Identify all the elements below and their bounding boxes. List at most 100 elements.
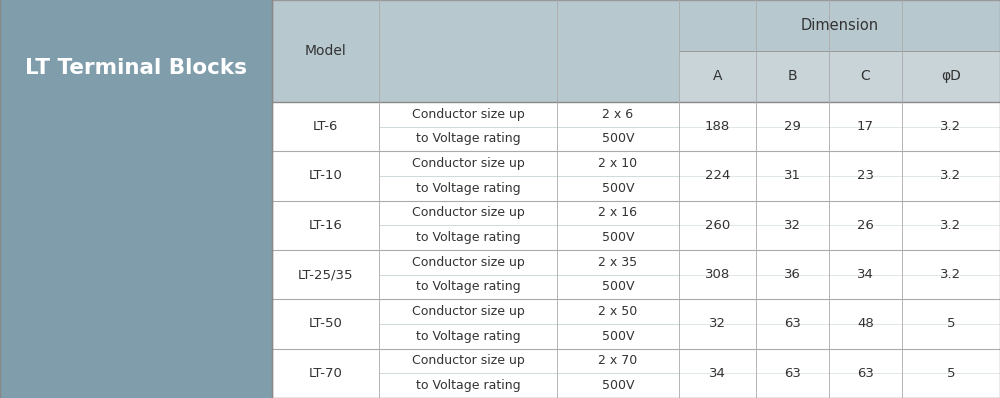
Bar: [756, 102, 829, 151]
Text: 188: 188: [705, 120, 730, 133]
Bar: [902, 250, 1000, 299]
Text: 3.2: 3.2: [940, 120, 962, 133]
Bar: [829, 102, 902, 151]
Bar: [679, 299, 756, 349]
Text: B: B: [788, 69, 797, 84]
Bar: [679, 102, 756, 151]
Text: 2 x 16: 2 x 16: [598, 207, 637, 219]
Bar: [379, 250, 557, 299]
Bar: [902, 151, 1000, 201]
Bar: [272, 299, 379, 349]
Bar: [829, 51, 902, 102]
Text: 500V: 500V: [602, 281, 634, 293]
Text: to Voltage rating: to Voltage rating: [416, 281, 520, 293]
Bar: [829, 151, 902, 201]
Text: 500V: 500V: [602, 379, 634, 392]
Bar: [557, 349, 679, 398]
Text: 48: 48: [857, 318, 874, 330]
Text: 26: 26: [857, 219, 874, 232]
Text: 31: 31: [784, 170, 801, 182]
Text: 63: 63: [784, 367, 801, 380]
Bar: [829, 349, 902, 398]
Bar: [379, 201, 557, 250]
Text: LT Terminal Blocks: LT Terminal Blocks: [25, 58, 247, 78]
Bar: [557, 151, 679, 201]
Bar: [902, 299, 1000, 349]
Text: LT-16: LT-16: [309, 219, 342, 232]
Bar: [679, 201, 756, 250]
Text: 63: 63: [784, 318, 801, 330]
Text: 23: 23: [857, 170, 874, 182]
Text: Conductor size up: Conductor size up: [412, 207, 524, 219]
Bar: [679, 151, 756, 201]
Text: 2 x 6: 2 x 6: [602, 108, 634, 121]
Text: to Voltage rating: to Voltage rating: [416, 133, 520, 145]
Bar: [272, 201, 379, 250]
Bar: [272, 250, 379, 299]
Bar: [679, 349, 756, 398]
Bar: [272, 102, 379, 151]
Text: 32: 32: [709, 318, 726, 330]
Bar: [829, 250, 902, 299]
Bar: [902, 51, 1000, 102]
Text: 29: 29: [784, 120, 801, 133]
Text: 5: 5: [947, 367, 955, 380]
Bar: [902, 201, 1000, 250]
Bar: [379, 102, 557, 151]
Text: 3.2: 3.2: [940, 170, 962, 182]
Text: 3.2: 3.2: [940, 219, 962, 232]
Text: C: C: [861, 69, 870, 84]
Bar: [379, 0, 557, 102]
Text: 5: 5: [947, 318, 955, 330]
Text: 308: 308: [705, 268, 730, 281]
Bar: [829, 299, 902, 349]
Bar: [272, 151, 379, 201]
Text: 500V: 500V: [602, 182, 634, 195]
Text: LT-10: LT-10: [309, 170, 342, 182]
Text: Conductor size up: Conductor size up: [412, 305, 524, 318]
Text: LT-25/35: LT-25/35: [298, 268, 353, 281]
Bar: [756, 201, 829, 250]
Text: 260: 260: [705, 219, 730, 232]
Text: 36: 36: [784, 268, 801, 281]
Bar: [902, 349, 1000, 398]
Text: 2 x 70: 2 x 70: [598, 355, 638, 367]
Text: Model: Model: [305, 44, 346, 58]
Bar: [902, 102, 1000, 151]
Bar: [557, 0, 679, 102]
Text: to Voltage rating: to Voltage rating: [416, 379, 520, 392]
Text: LT-70: LT-70: [309, 367, 342, 380]
Text: LT-50: LT-50: [309, 318, 342, 330]
Text: to Voltage rating: to Voltage rating: [416, 231, 520, 244]
Text: 32: 32: [784, 219, 801, 232]
Bar: [379, 299, 557, 349]
Bar: [557, 299, 679, 349]
Text: 2 x 50: 2 x 50: [598, 305, 638, 318]
Text: A: A: [713, 69, 722, 84]
Text: to Voltage rating: to Voltage rating: [416, 182, 520, 195]
Text: Conductor size up: Conductor size up: [412, 256, 524, 269]
Bar: [829, 201, 902, 250]
Bar: [756, 299, 829, 349]
Text: 500V: 500V: [602, 330, 634, 343]
Text: Conductor size up: Conductor size up: [412, 157, 524, 170]
Text: LT-6: LT-6: [313, 120, 338, 133]
Bar: [756, 349, 829, 398]
Text: 500V: 500V: [602, 231, 634, 244]
Text: 34: 34: [709, 367, 726, 380]
Text: 63: 63: [857, 367, 874, 380]
Bar: [0, 0, 272, 398]
Text: 2 x 10: 2 x 10: [598, 157, 638, 170]
Bar: [272, 0, 379, 102]
Bar: [379, 349, 557, 398]
Text: 34: 34: [857, 268, 874, 281]
Bar: [379, 151, 557, 201]
Bar: [756, 250, 829, 299]
Bar: [679, 0, 1000, 51]
Bar: [756, 51, 829, 102]
Text: Dimension: Dimension: [800, 18, 879, 33]
Text: to Voltage rating: to Voltage rating: [416, 330, 520, 343]
Text: 17: 17: [857, 120, 874, 133]
Text: 500V: 500V: [602, 133, 634, 145]
Text: 224: 224: [705, 170, 730, 182]
